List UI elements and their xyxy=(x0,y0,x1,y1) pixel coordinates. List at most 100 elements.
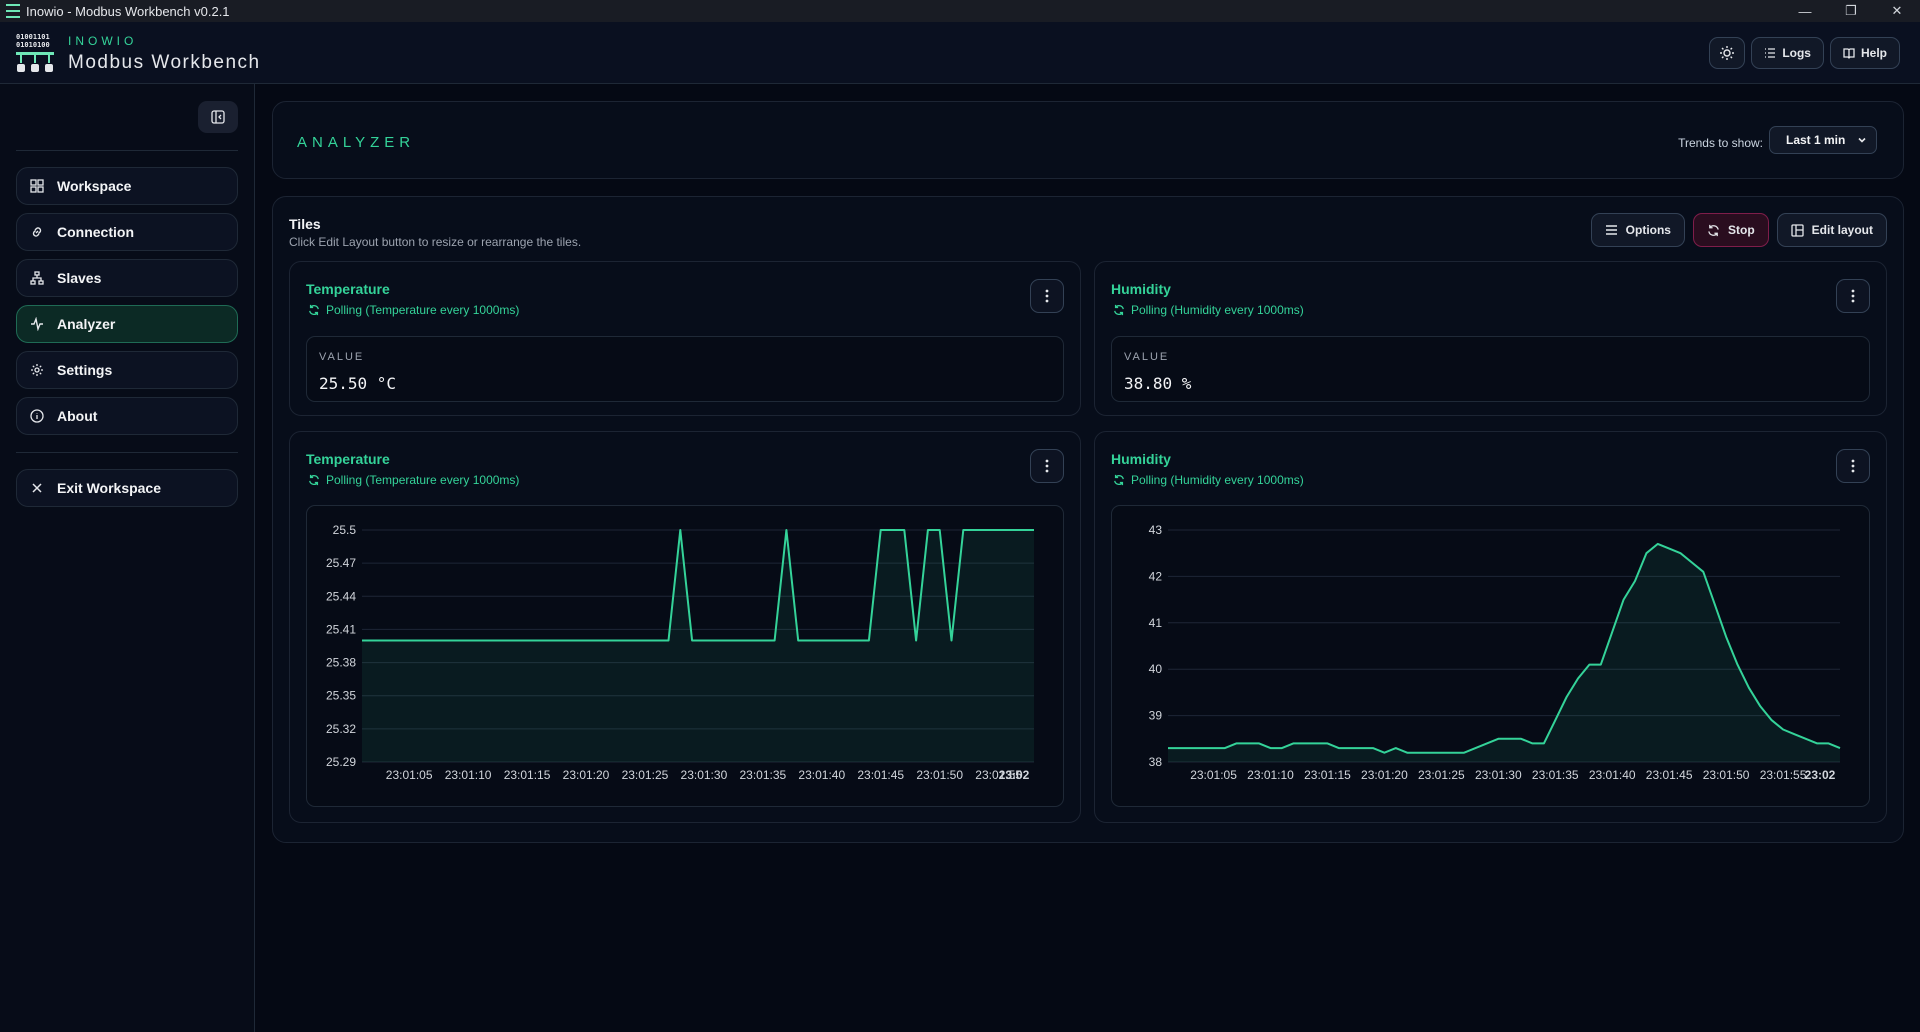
sidebar-item-label: Slaves xyxy=(57,270,102,286)
kebab-icon xyxy=(1851,459,1855,473)
y-tick-label: 25.35 xyxy=(326,689,356,703)
theme-toggle-button[interactable] xyxy=(1709,37,1746,69)
kebab-icon xyxy=(1851,289,1855,303)
series-line xyxy=(362,529,1034,642)
logs-button[interactable]: Logs xyxy=(1751,37,1824,69)
tiles-title: Tiles xyxy=(289,216,321,232)
refresh-icon xyxy=(1114,304,1124,316)
x-tick-label: 23:01:45 xyxy=(857,768,904,782)
tiles-panel: Tiles Click Edit Layout button to resize… xyxy=(272,196,1904,843)
humidity-chart-tile: Humidity Polling (Humidity every 1000ms)… xyxy=(1094,431,1887,823)
refresh-icon xyxy=(1114,474,1124,486)
sidebar-item-about[interactable]: About xyxy=(16,397,238,435)
tile-title: Humidity xyxy=(1111,281,1171,297)
x-tick-label: 23:01:05 xyxy=(1190,768,1237,782)
x-tick-label: 23:01:55 xyxy=(975,768,1022,782)
y-tick-label: 25.47 xyxy=(326,556,356,570)
chart-area: 43 42 41 40 39 38 23:01:05 23:01:10 23:01:15 23:0… xyxy=(1111,505,1870,807)
x-tick-label: 23:01:15 xyxy=(504,768,551,782)
sun-icon xyxy=(1720,46,1735,60)
edit-layout-button[interactable]: Edit layout xyxy=(1776,213,1887,247)
y-tick-label: 40 xyxy=(1149,662,1163,676)
y-tick-label: 25.44 xyxy=(326,589,356,603)
polling-status: Polling (Temperature every 1000ms) xyxy=(308,473,519,487)
y-tick-label: 25.29 xyxy=(326,755,356,769)
y-tick-label: 25.41 xyxy=(326,622,356,636)
exit-workspace-label: Exit Workspace xyxy=(57,480,162,496)
kebab-icon xyxy=(1045,459,1049,473)
menu-icon xyxy=(1605,225,1617,235)
trends-select[interactable]: Last 1 min xyxy=(1769,126,1877,154)
link-icon xyxy=(29,224,45,240)
app-icon xyxy=(6,4,20,18)
stop-button[interactable]: Stop xyxy=(1692,213,1769,247)
restore-button[interactable]: ❐ xyxy=(1845,3,1857,18)
sidebar: Workspace Connection Slaves Analyzer Set… xyxy=(0,84,255,1032)
refresh-icon xyxy=(1708,224,1719,236)
info-icon xyxy=(29,408,45,424)
x-tick-label: 23:02 xyxy=(999,768,1030,782)
options-button[interactable]: Options xyxy=(1590,213,1685,247)
minimize-button[interactable]: — xyxy=(1798,3,1812,19)
chevron-down-icon xyxy=(1858,137,1866,143)
tile-menu-button[interactable] xyxy=(1836,279,1870,313)
sidebar-divider xyxy=(16,452,238,453)
analyzer-header-card: ANALYZER Trends to show: Last 1 min xyxy=(272,101,1904,179)
x-tick-label: 23:01:40 xyxy=(798,768,845,782)
sidebar-item-analyzer[interactable]: Analyzer xyxy=(16,305,238,343)
tile-menu-button[interactable] xyxy=(1030,449,1064,483)
window-titlebar: Inowio - Modbus Workbench v0.2.1 — ❐ ✕ xyxy=(0,0,1920,22)
sidebar-item-label: About xyxy=(57,408,98,424)
page-title: ANALYZER xyxy=(297,134,416,151)
book-icon xyxy=(1843,48,1855,59)
close-window-button[interactable]: ✕ xyxy=(1891,3,1903,18)
y-tick-label: 41 xyxy=(1149,616,1163,630)
refresh-icon xyxy=(309,474,319,486)
logo-bits: 01001101 01010100 xyxy=(16,33,50,49)
tiles-subtitle: Click Edit Layout button to resize or re… xyxy=(289,235,582,249)
humidity-value-tile: Humidity Polling (Humidity every 1000ms)… xyxy=(1094,261,1887,416)
tile-title: Humidity xyxy=(1111,451,1171,467)
humidity-chart: 43 42 41 40 39 38 23:01:05 23:01:10 23:01:15 23:0… xyxy=(1149,523,1841,782)
x-tick-label: 23:01:30 xyxy=(1475,768,1522,782)
sidebar-item-workspace[interactable]: Workspace xyxy=(16,167,238,205)
polling-status: Polling (Humidity every 1000ms) xyxy=(1113,473,1304,487)
help-button[interactable]: Help xyxy=(1829,37,1900,69)
grid-icon xyxy=(29,178,45,194)
gear-icon xyxy=(29,362,45,378)
tile-menu-button[interactable] xyxy=(1836,449,1870,483)
series-area xyxy=(1168,543,1840,762)
sidebar-item-label: Workspace xyxy=(57,178,132,194)
sidebar-item-connection[interactable]: Connection xyxy=(16,213,238,251)
x-tick-label: 23:01:30 xyxy=(681,768,728,782)
x-tick-label: 23:01:35 xyxy=(739,768,786,782)
sidebar-item-slaves[interactable]: Slaves xyxy=(16,259,238,297)
exit-workspace-button[interactable]: Exit Workspace xyxy=(16,469,238,507)
window-title: Inowio - Modbus Workbench v0.2.1 xyxy=(26,3,230,19)
tile-title: Temperature xyxy=(306,451,390,467)
polling-status: Polling (Humidity every 1000ms) xyxy=(1113,303,1304,317)
tile-menu-button[interactable] xyxy=(1030,279,1064,313)
x-tick-label: 23:02 xyxy=(1805,768,1836,782)
value-reading: 25.50 °C xyxy=(319,374,397,393)
value-box: VALUE 38.80 % xyxy=(1111,336,1870,402)
x-tick-label: 23:01:20 xyxy=(1361,768,1408,782)
sidebar-item-label: Settings xyxy=(57,362,113,378)
app-name: Modbus Workbench xyxy=(68,52,261,73)
value-label: VALUE xyxy=(1124,351,1170,363)
app-header: 01001101 01010100 INOWIO Modbus Workbenc… xyxy=(0,22,1920,84)
x-tick-label: 23:01:20 xyxy=(563,768,610,782)
activity-icon xyxy=(29,316,45,332)
y-tick-label: 39 xyxy=(1149,709,1163,723)
kebab-icon xyxy=(1045,289,1049,303)
panel-collapse-icon xyxy=(211,110,225,124)
series-area xyxy=(362,530,1034,762)
collapse-sidebar-button[interactable] xyxy=(198,101,238,133)
temperature-value-tile: Temperature Polling (Temperature every 1… xyxy=(289,261,1081,416)
x-tick-label: 23:01:10 xyxy=(1247,768,1294,782)
sidebar-item-label: Analyzer xyxy=(57,316,116,332)
y-tick-label: 25.38 xyxy=(326,656,356,670)
x-tick-label: 23:01:35 xyxy=(1532,768,1579,782)
sidebar-item-settings[interactable]: Settings xyxy=(16,351,238,389)
list-icon xyxy=(1765,48,1776,58)
